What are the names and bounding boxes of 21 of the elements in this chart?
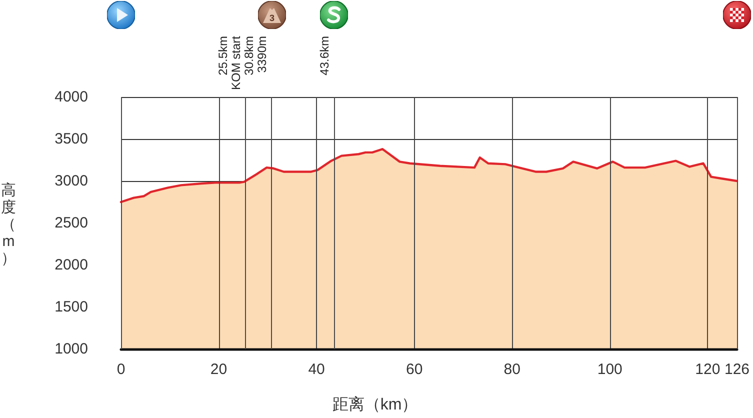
x-tick-label: 100 <box>597 361 622 378</box>
x-tick-label: 40 <box>308 361 325 378</box>
ref-line-label: 25.5km KOM start <box>216 35 244 90</box>
y-tick-label: 4000 <box>54 88 88 106</box>
legend-label: 30.8km 3390m <box>242 36 270 76</box>
x-tick-label: 60 <box>406 361 423 378</box>
y-axis-title: 高度（m） <box>0 182 17 266</box>
x-tick-label: 120 <box>695 361 720 378</box>
y-tick-label: 3500 <box>54 130 88 148</box>
y-tick-label: 2000 <box>54 256 88 274</box>
y-tick-label: 2500 <box>54 214 88 232</box>
ref-line-label: 43.6km <box>318 36 332 76</box>
x-tick-label: 20 <box>210 361 228 378</box>
x-tick-label: 80 <box>504 361 520 378</box>
y-tick-label: 3000 <box>54 172 88 190</box>
x-axis-title: 距离（km） <box>332 396 418 414</box>
x-tick-label: 0 <box>116 361 126 378</box>
y-tick-label: 1500 <box>54 298 88 316</box>
mountain-icon: 3 <box>258 1 286 29</box>
y-tick-label: 1000 <box>54 340 88 358</box>
x-tick-label: 126 <box>724 361 750 378</box>
